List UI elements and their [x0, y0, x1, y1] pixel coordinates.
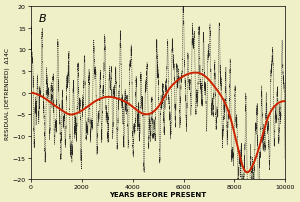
Text: $B$: $B$	[38, 12, 47, 24]
Y-axis label: RESIDUAL (DETRENDED)  Δ14C: RESIDUAL (DETRENDED) Δ14C	[5, 47, 10, 139]
X-axis label: YEARS BEFORE PRESENT: YEARS BEFORE PRESENT	[110, 191, 207, 197]
